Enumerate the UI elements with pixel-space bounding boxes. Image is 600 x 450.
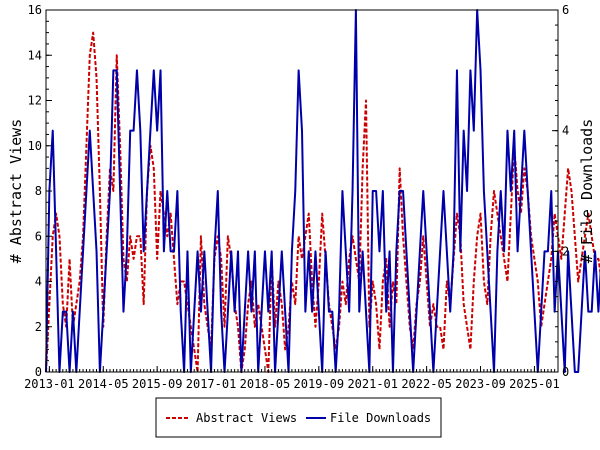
y2-axis-title: # File Downloads (578, 119, 596, 264)
y2-axis-ticks: 0 2 4 6 (552, 3, 569, 379)
legend-label-file-downloads: File Downloads (330, 411, 431, 425)
y2-tick-label: 0 (562, 365, 569, 379)
y-axis-title: # Abstract Views (7, 119, 25, 264)
y-tick-label: 4 (35, 275, 42, 289)
y-tick-label: 10 (28, 139, 42, 153)
x-tick-label: 2017-01 (186, 377, 237, 391)
y-tick-label: 14 (28, 48, 42, 62)
series-line-file-downloads (45, 9, 600, 373)
x-axis-ticks: 2013-01 2014-05 2015-09 2017-01 2018-05 2019-… (24, 366, 560, 391)
y2-tick-label: 6 (562, 3, 569, 17)
x-tick-label: 2023-09 (455, 377, 506, 391)
x-tick-label: 2013-01 (24, 377, 75, 391)
x-tick-label: 2025-01 (509, 377, 560, 391)
legend-label-abstract-views: Abstract Views (196, 411, 297, 425)
x-tick-label: 2019-09 (294, 377, 345, 391)
legend-box (155, 397, 442, 438)
x-tick-label: 2018-05 (240, 377, 291, 391)
y-tick-label: 8 (35, 184, 42, 198)
x-tick-label: 2014-05 (78, 377, 129, 391)
y2-tick-label: 4 (562, 124, 569, 138)
x-tick-label: 2021-01 (347, 377, 398, 391)
y2-tick-label: 2 (562, 244, 569, 258)
y-tick-label: 2 (35, 320, 42, 334)
legend: Abstract Views File Downloads (155, 397, 442, 438)
x-tick-label: 2015-09 (132, 377, 183, 391)
y-tick-label: 0 (35, 365, 42, 379)
plot-frame (45, 9, 559, 373)
plot-area (46, 10, 558, 372)
y-tick-label: 6 (35, 229, 42, 243)
x-tick-label: 2022-05 (401, 377, 452, 391)
y-tick-label: 12 (28, 94, 42, 108)
y-tick-label: 16 (28, 3, 42, 17)
series-layer (45, 9, 600, 373)
